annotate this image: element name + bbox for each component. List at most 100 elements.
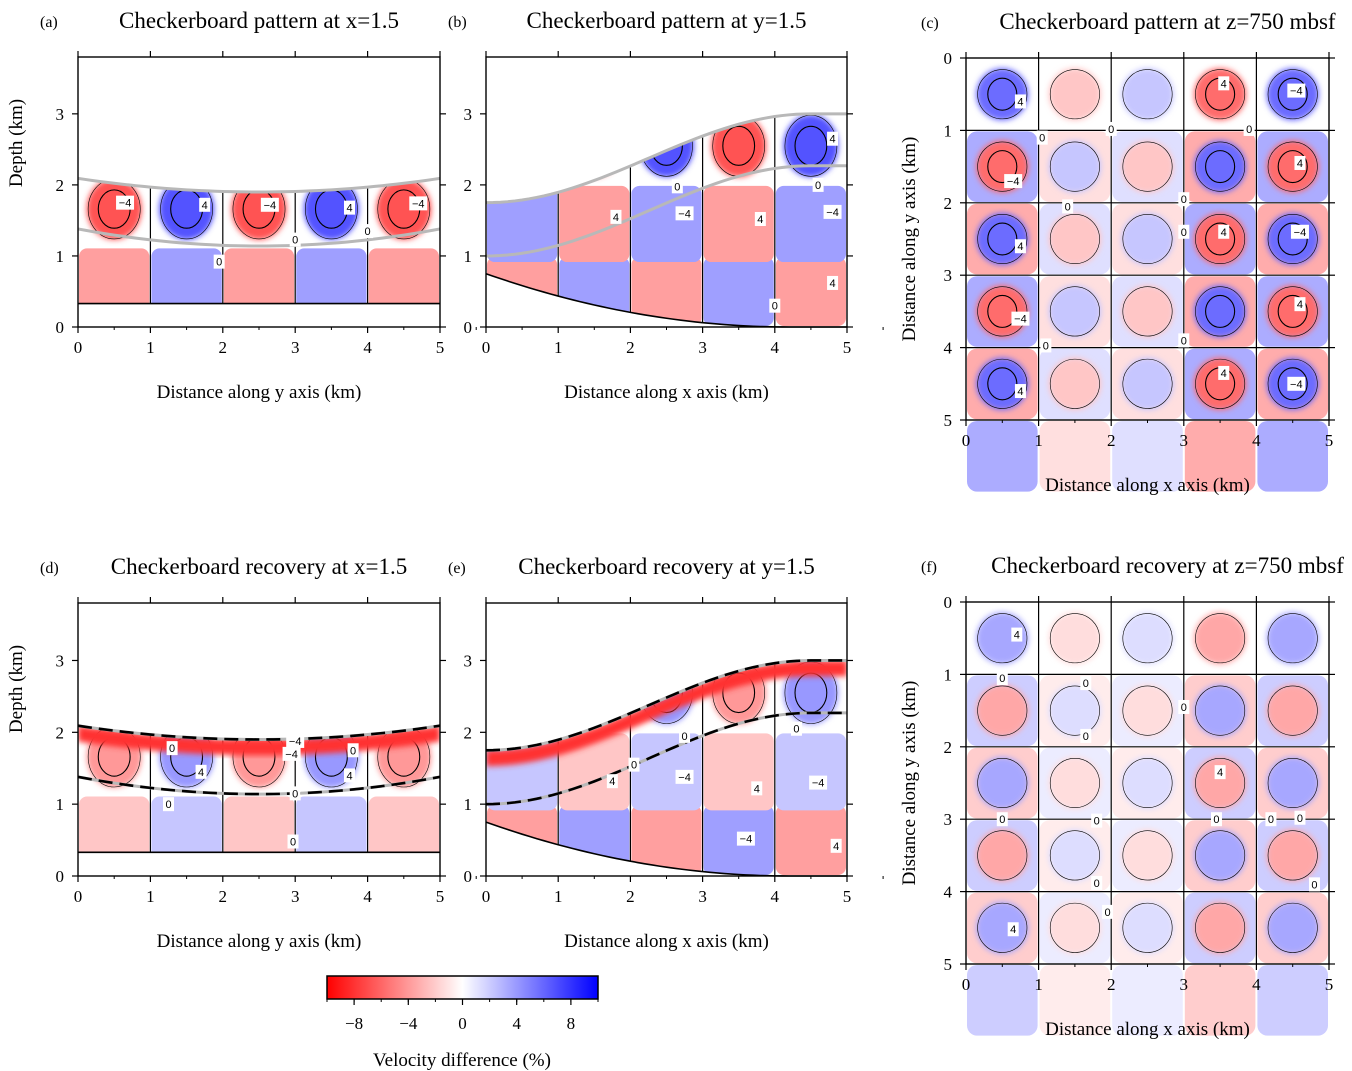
contour-label: 4: [1214, 765, 1226, 780]
velocity-field: [966, 58, 1329, 492]
x-tick-label: 3: [698, 338, 707, 357]
y-tick-label: 0: [464, 867, 473, 886]
x-tick-label: 2: [219, 887, 228, 906]
x-tick-label: 2: [626, 887, 635, 906]
contour-label: 0: [996, 812, 1008, 827]
contour-label: 0: [347, 743, 359, 758]
contour-label: 4: [1294, 297, 1306, 312]
x-tick-label: 5: [436, 887, 445, 906]
contour-label: 0: [1308, 877, 1320, 892]
contour-label: 0: [1091, 875, 1103, 890]
svg-text:−4: −4: [1007, 176, 1020, 188]
svg-text:0: 0: [1083, 678, 1089, 690]
colorbar-tick-label: 4: [512, 1014, 521, 1033]
colorbar-tick-label: 0: [458, 1014, 467, 1033]
y-axis-label: Distance along y axis (km): [899, 681, 920, 886]
contour-label: 4: [1014, 384, 1026, 399]
contour-label: −4: [809, 775, 828, 790]
x-tick-label: 1: [554, 887, 563, 906]
panel-title: Checkerboard recovery at y=1.5: [518, 554, 815, 579]
svg-text:0: 0: [999, 814, 1005, 826]
contour-label: −4: [1287, 376, 1306, 391]
svg-text:−4: −4: [264, 200, 277, 212]
contour-label: 4: [1014, 239, 1026, 254]
y-tick-label: 0: [944, 593, 953, 612]
contour-label: 4: [610, 209, 622, 224]
contour-label: 4: [344, 200, 355, 215]
cell: [1184, 357, 1256, 492]
contour-label: −4: [286, 733, 305, 748]
x-tick-label: 5: [843, 338, 852, 357]
svg-text:0: 0: [1094, 878, 1100, 890]
y-tick-label: 1: [464, 795, 473, 814]
svg-text:−4: −4: [826, 207, 839, 219]
y-tick-label: 3: [464, 105, 473, 124]
x-tick-label: 1: [554, 338, 563, 357]
svg-text:4: 4: [1221, 368, 1227, 380]
contour-label: 0: [1105, 121, 1117, 136]
y-tick-label: 2: [944, 194, 953, 213]
axis-ticks: 0 1 2 3 4 5 0 1 2 3: [464, 51, 884, 357]
contour-label: −4: [736, 831, 755, 846]
y-tick-label: 1: [464, 247, 473, 266]
svg-text:4: 4: [609, 776, 615, 788]
x-axis-label: Distance along x axis (km): [1045, 1019, 1250, 1040]
contour-label: 0: [1040, 338, 1052, 353]
contour-label: 0: [1178, 224, 1190, 239]
panel-title: Checkerboard pattern at y=1.5: [527, 8, 807, 33]
svg-text:−4: −4: [678, 772, 691, 784]
x-tick-label: 3: [291, 887, 300, 906]
contour-label: 0: [1080, 676, 1092, 691]
contour-label: 0: [362, 224, 374, 239]
svg-text:0: 0: [772, 301, 778, 313]
contour-label: 4: [1294, 155, 1306, 170]
contour-label: −4: [116, 195, 135, 210]
x-tick-label: 4: [1252, 431, 1261, 450]
svg-text:−4: −4: [1294, 227, 1307, 239]
contour-label: 0: [287, 834, 299, 849]
contour-label: −4: [1290, 224, 1309, 239]
y-axis-label: Distance along y axis (km): [899, 137, 920, 342]
velocity-field: [77, 176, 441, 305]
cell: [967, 901, 1038, 1036]
x-tick-label: 4: [1252, 975, 1261, 994]
contour-label: 4: [344, 768, 355, 783]
svg-text:0: 0: [1108, 124, 1114, 136]
cell: [1184, 901, 1256, 1036]
y-tick-label: 5: [944, 411, 953, 430]
contour-label: 0: [163, 797, 174, 812]
contour-label: 0: [289, 786, 301, 801]
svg-text:0: 0: [1268, 814, 1274, 826]
velocity-field: [485, 658, 847, 877]
y-tick-label: 2: [56, 723, 65, 742]
x-tick-label: 5: [1325, 431, 1334, 450]
y-tick-label: 0: [56, 318, 65, 337]
panel-label: (d): [40, 560, 59, 577]
x-tick-label: 0: [482, 338, 491, 357]
svg-text:−4: −4: [412, 198, 425, 210]
svg-text:0: 0: [1181, 335, 1187, 347]
y-tick-label: 1: [56, 247, 65, 266]
svg-text:0: 0: [169, 743, 175, 755]
x-tick-label: 0: [962, 975, 971, 994]
svg-text:0: 0: [165, 799, 171, 811]
svg-text:4: 4: [202, 200, 208, 212]
x-tick-label: 1: [146, 338, 155, 357]
svg-text:4: 4: [754, 783, 760, 795]
contour-label: 0: [166, 741, 178, 756]
contour-label: 4: [606, 774, 618, 789]
y-tick-label: 3: [944, 266, 953, 285]
contour-label: 0: [996, 671, 1008, 686]
cell: [1039, 901, 1111, 1036]
x-tick-label: 5: [436, 338, 445, 357]
contour-label: 0: [213, 254, 225, 269]
contour-label: 0: [1062, 199, 1074, 214]
svg-text:−4: −4: [678, 208, 691, 220]
contour-label: 4: [751, 781, 763, 796]
contour-label: −4: [282, 746, 301, 761]
contour-label: 0: [790, 721, 802, 736]
y-tick-label: 4: [944, 339, 953, 358]
